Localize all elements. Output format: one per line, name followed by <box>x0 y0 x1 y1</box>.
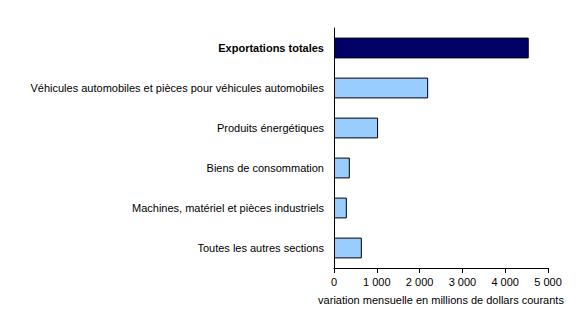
svg-text:0: 0 <box>331 276 337 288</box>
svg-text:Exportations totales: Exportations totales <box>218 42 324 54</box>
svg-text:4 000: 4 000 <box>491 276 519 288</box>
svg-text:Produits énergétiques: Produits énergétiques <box>217 122 325 134</box>
svg-text:3 000: 3 000 <box>449 276 477 288</box>
svg-text:Machines, matériel et pièces i: Machines, matériel et pièces industriels <box>132 202 324 214</box>
svg-text:Toutes les autres sections: Toutes les autres sections <box>197 242 324 254</box>
svg-text:variation mensuelle en million: variation mensuelle en millions de dolla… <box>318 294 564 306</box>
svg-text:2 000: 2 000 <box>406 276 434 288</box>
svg-text:Biens de consommation: Biens de consommation <box>207 162 324 174</box>
svg-text:Véhicules automobiles et pièce: Véhicules automobiles et pièces pour véh… <box>30 82 324 94</box>
svg-text:5 000: 5 000 <box>534 276 562 288</box>
svg-text:1 000: 1 000 <box>363 276 391 288</box>
